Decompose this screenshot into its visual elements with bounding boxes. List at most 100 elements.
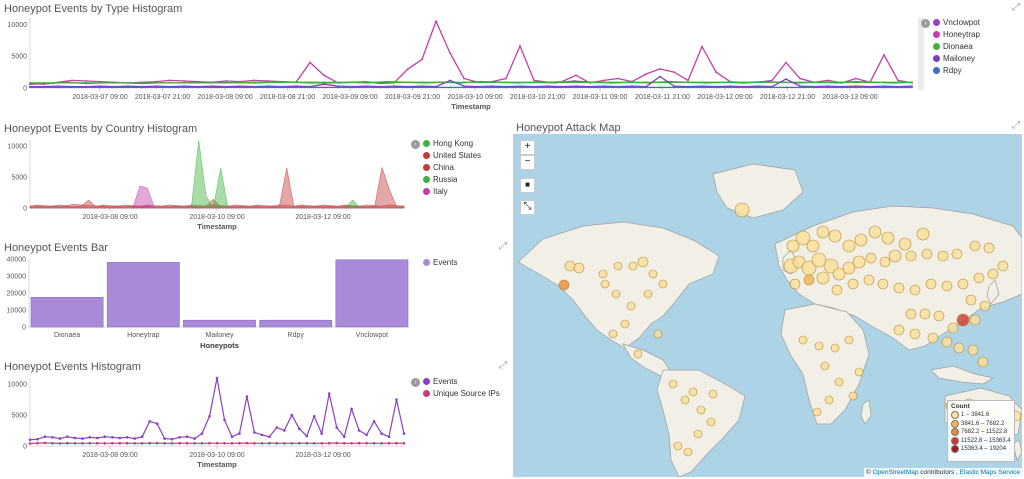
legend-item[interactable]: Russia — [423, 173, 481, 185]
elastic-maps-link[interactable]: Elastic Maps Service — [959, 469, 1020, 476]
data-point — [505, 81, 507, 84]
attack-marker — [573, 262, 585, 274]
data-point — [449, 81, 451, 84]
attack-marker — [909, 284, 921, 296]
data-point — [183, 80, 185, 82]
data-point — [200, 432, 204, 435]
data-point — [869, 81, 871, 84]
y-tick-label: 0 — [23, 86, 27, 93]
attack-map[interactable]: + − ■ ⤡ Count 1 – 3841.6 3841.6 – 7682.2 7… — [513, 134, 1022, 477]
data-point — [140, 442, 144, 445]
attack-marker — [812, 407, 822, 417]
data-point — [435, 81, 437, 84]
landmass-indonesia — [930, 365, 994, 385]
data-point — [125, 436, 129, 439]
data-point — [645, 81, 647, 84]
legend-item[interactable]: United States — [423, 149, 481, 161]
data-point — [533, 81, 535, 84]
expand-arrows-icon[interactable]: ⤢ — [1012, 120, 1020, 131]
zoom-in-button[interactable]: + — [520, 140, 535, 155]
y-tick-label: 20000 — [7, 291, 27, 298]
fit-bounds-button[interactable]: ⤡ — [520, 200, 535, 215]
x-tick-label: 2018-03-12 09:00 — [697, 94, 752, 101]
chevron-circle-icon[interactable]: › — [411, 378, 420, 387]
draw-rectangle-button[interactable]: ■ — [520, 178, 535, 193]
attack-marker — [708, 389, 718, 399]
expand-arrows-icon[interactable]: ⤢ — [499, 241, 507, 252]
data-point — [148, 420, 151, 423]
legend-item[interactable]: Rdpy — [933, 64, 980, 76]
legend-item[interactable]: Unique Source IPs — [423, 387, 500, 399]
data-point — [43, 82, 45, 84]
attack-marker — [987, 268, 999, 280]
data-point — [855, 86, 857, 89]
expand-arrows-icon[interactable]: ⤢ — [499, 360, 507, 371]
legend-swatch — [423, 258, 430, 266]
map-legend-row: 7682.2 – 11522.8 — [951, 428, 1011, 437]
attack-marker — [967, 344, 979, 356]
data-point — [715, 86, 717, 89]
data-point — [463, 77, 465, 80]
chevron-circle-icon[interactable]: › — [411, 140, 420, 149]
legend-item[interactable]: China — [423, 161, 481, 173]
data-point — [673, 85, 675, 87]
data-point — [402, 432, 406, 435]
legend-label: Dionaea — [943, 41, 973, 51]
data-point — [178, 441, 181, 445]
data-point — [519, 45, 521, 47]
data-point — [659, 75, 661, 78]
data-point — [125, 441, 129, 445]
data-point — [155, 86, 157, 89]
data-point — [799, 85, 801, 87]
legend-item[interactable]: Hong Kong — [423, 137, 481, 149]
data-point — [253, 431, 256, 434]
data-point — [827, 81, 829, 84]
x-tick-label: 2018-03-09 21:00 — [385, 94, 440, 101]
data-point — [85, 86, 87, 89]
map-legend-swatch — [951, 419, 959, 428]
data-point — [911, 85, 913, 87]
data-point — [395, 441, 398, 445]
data-point — [267, 86, 269, 89]
data-point — [141, 86, 143, 89]
data-point — [185, 435, 189, 438]
attack-marker — [620, 319, 630, 329]
legend-item[interactable]: Vnclowpot — [933, 16, 980, 28]
legend-item[interactable]: Events — [423, 256, 457, 268]
legend-item[interactable]: Events — [423, 375, 500, 387]
legend-item[interactable]: Dionaea — [933, 40, 980, 52]
data-point — [96, 441, 99, 445]
data-point — [380, 442, 383, 445]
data-point — [295, 81, 297, 84]
openstreetmap-link[interactable]: OpenStreetMap — [872, 469, 919, 476]
expand-arrows-icon[interactable]: ⤢ — [1012, 2, 1020, 13]
attack-marker — [854, 233, 868, 247]
data-point — [365, 81, 367, 84]
events-histogram-legend: Events Unique Source IPs — [423, 375, 500, 399]
x-tick-label: Vnclowpot — [356, 332, 388, 339]
data-point — [589, 86, 591, 89]
zoom-out-button[interactable]: − — [520, 155, 535, 170]
data-point — [395, 398, 398, 401]
attack-marker — [969, 314, 981, 326]
bar-vnclowpot — [335, 259, 409, 328]
data-point — [230, 442, 234, 445]
data-point — [659, 86, 661, 89]
data-point — [743, 81, 745, 84]
data-point — [407, 86, 409, 89]
legend-item[interactable]: Mailoney — [933, 52, 980, 64]
data-point — [897, 81, 899, 84]
chevron-circle-icon[interactable]: › — [921, 19, 930, 28]
data-point — [342, 435, 346, 438]
x-tick-label: 2018-03-08 09:00 — [197, 94, 252, 101]
x-tick-label: 2018-03-10 09:00 — [189, 214, 244, 221]
data-point — [155, 82, 157, 84]
data-point — [519, 81, 521, 84]
legend-item[interactable]: Italy — [423, 185, 481, 197]
x-tick-label: Dionaea — [54, 332, 80, 339]
data-point — [57, 86, 59, 89]
data-point — [631, 81, 633, 84]
data-point — [883, 81, 885, 84]
data-point — [547, 86, 549, 89]
legend-item[interactable]: Honeytrap — [933, 28, 980, 40]
